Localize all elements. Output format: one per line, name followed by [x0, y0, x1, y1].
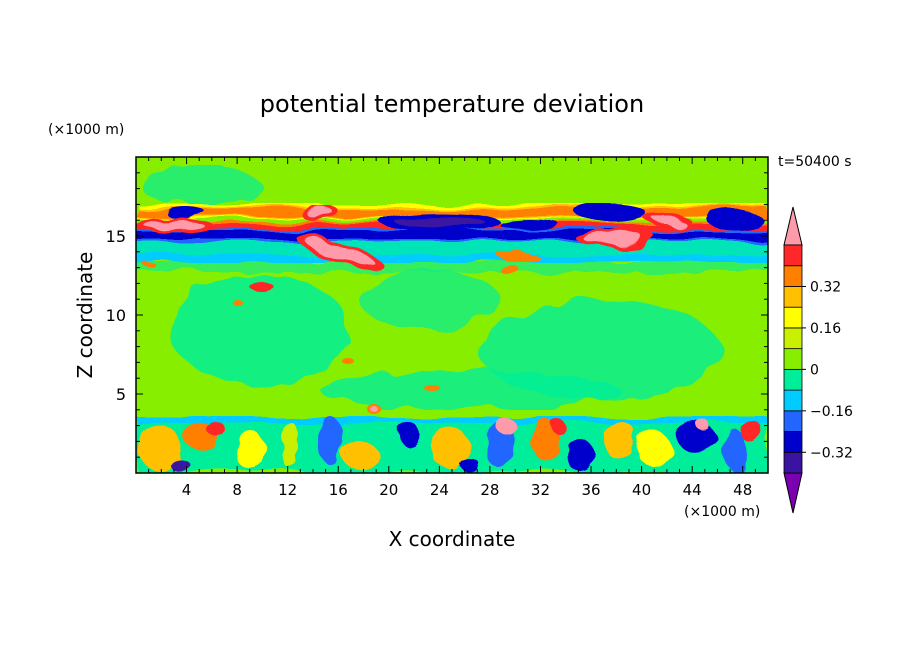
colorbar-swatch — [783, 431, 803, 453]
colorbar-label: 0.32 — [810, 279, 841, 295]
x-tick-label: 28 — [480, 481, 499, 499]
y-tick-label: 15 — [106, 227, 126, 246]
colorbar-swatch — [783, 306, 803, 329]
y-tick-label: 10 — [106, 306, 126, 325]
x-tick-label: 32 — [531, 481, 550, 499]
time-label: t=50400 s — [778, 154, 852, 170]
colorbar-swatch — [783, 265, 803, 287]
colorbar-label: −0.16 — [810, 404, 853, 420]
y-units-label: (×1000 m) — [48, 122, 124, 138]
x-tick-label: 16 — [329, 481, 348, 499]
y-axis-label: Z coordinate — [73, 252, 97, 379]
x-axis-ticks: 4 8 12 16 20 24 28 32 36 40 44 48 — [148, 157, 756, 499]
colorbar-label: −0.32 — [810, 445, 853, 461]
x-tick-label: 48 — [733, 481, 752, 499]
x-axis-label: X coordinate — [389, 527, 516, 551]
chart-title: potential temperature deviation — [260, 90, 644, 118]
colorbar-swatch — [783, 368, 803, 391]
x-tick-label: 36 — [581, 481, 600, 499]
colorbar-label: 0.16 — [810, 321, 841, 337]
colorbar-min-triangle — [783, 472, 803, 514]
colorbar: 0.32 0.16 0 −0.16 −0.32 — [783, 206, 853, 514]
heatmap-field — [136, 157, 768, 473]
x-units-label: (×1000 m) — [684, 504, 760, 520]
y-axis-ticks: 5 10 15 — [106, 172, 768, 458]
colorbar-max-triangle — [783, 206, 803, 246]
x-tick-label: 20 — [379, 481, 398, 499]
colorbar-swatch — [783, 327, 803, 350]
colorbar-swatch — [783, 348, 803, 370]
x-tick-label: 44 — [683, 481, 702, 499]
colorbar-swatch — [783, 451, 803, 474]
x-tick-label: 40 — [632, 481, 651, 499]
x-tick-label: 24 — [430, 481, 449, 499]
colorbar-swatch — [783, 244, 803, 267]
colorbar-label: 0 — [810, 362, 819, 378]
colorbar-swatch — [783, 410, 803, 432]
x-tick-label: 12 — [278, 481, 297, 499]
x-tick-label: 4 — [182, 481, 192, 499]
colorbar-swatch — [783, 389, 803, 412]
colorbar-swatch — [783, 286, 803, 308]
y-tick-label: 5 — [116, 385, 126, 404]
x-tick-label: 8 — [232, 481, 242, 499]
